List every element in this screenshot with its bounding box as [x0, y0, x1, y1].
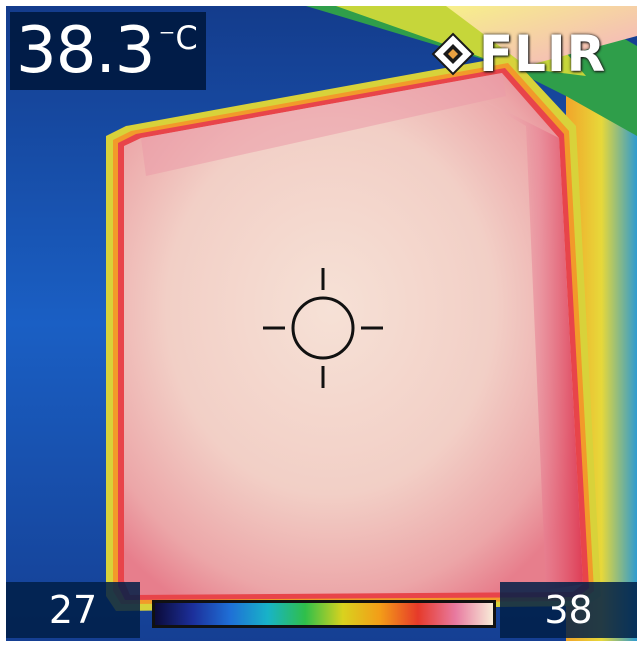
scale-min-label: 27 — [6, 582, 140, 638]
crosshair-spotmeter-icon — [263, 268, 383, 388]
scale-max-label: 38 — [500, 582, 637, 638]
thermal-image-frame: 38.3 ⁻C FLIR 27 38 — [6, 6, 637, 641]
flir-diamond-logo-icon — [431, 32, 475, 76]
brand-logo: FLIR — [431, 24, 606, 84]
brand-name: FLIR — [479, 25, 607, 83]
temperature-readout: 38.3 ⁻C — [10, 12, 206, 90]
temperature-unit: ⁻C — [158, 19, 198, 57]
temperature-value: 38.3 — [16, 14, 155, 88]
color-scale-bar — [152, 600, 496, 628]
